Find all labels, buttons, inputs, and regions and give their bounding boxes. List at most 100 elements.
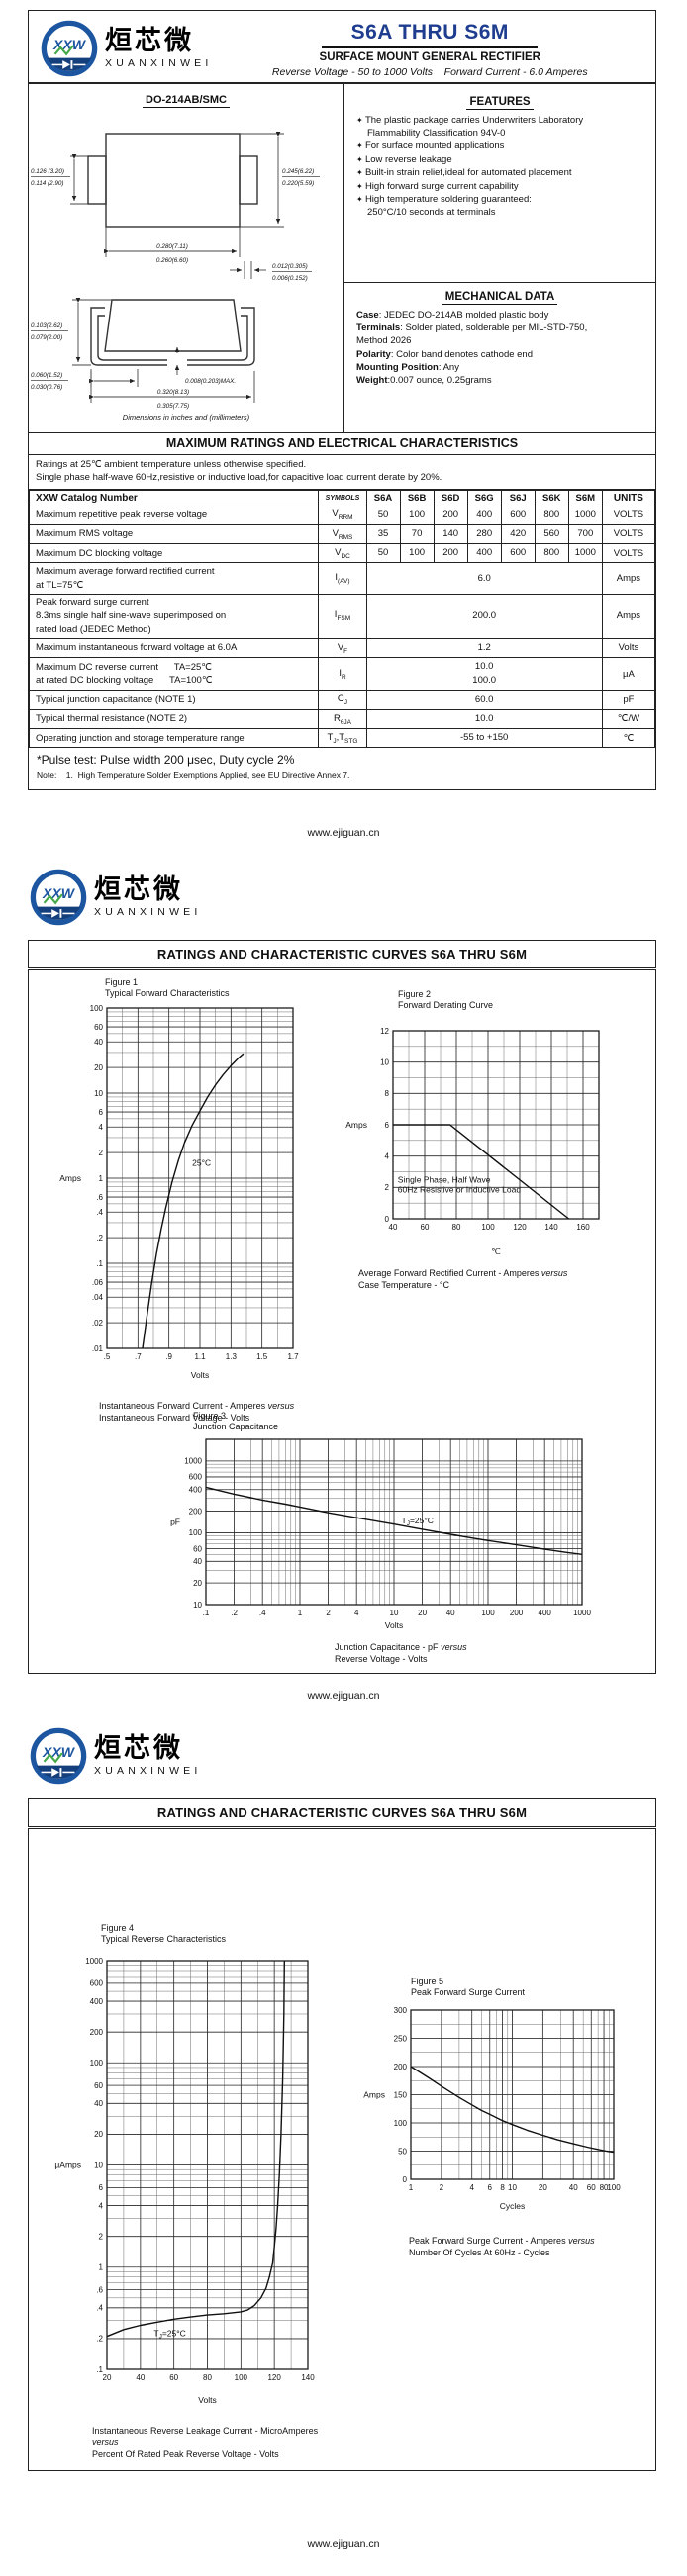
table-row: Maximum repetitive peak reverse voltage V… <box>28 505 656 525</box>
svg-text:0: 0 <box>403 2174 408 2183</box>
symbol-cell: VRRM <box>318 505 367 525</box>
svg-text:.04: .04 <box>92 1293 104 1302</box>
page-1: XXW 烜芯微 XUANXINWEI S6A THRU S6M SURFACE … <box>28 10 656 791</box>
svg-text:0.060(1.52): 0.060(1.52) <box>31 372 62 379</box>
units-header: UNITS <box>601 489 656 506</box>
svg-text:1.7: 1.7 <box>287 1352 299 1361</box>
curve-annotation: TJ=25°C <box>153 2328 185 2340</box>
package-drawing-section: DO-214AB/SMC <box>29 84 344 432</box>
part-number-header: S6K <box>534 489 569 506</box>
symbol-cell: TJ,TSTG <box>318 728 367 749</box>
value-cell: 200 <box>433 543 468 564</box>
svg-text:60: 60 <box>94 1022 103 1031</box>
ratings-section-heading: MAXIMUM RATINGS AND ELECTRICAL CHARACTER… <box>29 433 655 455</box>
svg-text:40: 40 <box>136 2373 145 2382</box>
svg-text:.01: .01 <box>92 1343 104 1352</box>
curve-line <box>142 1053 245 1348</box>
parameter-cell: Operating junction and storage temperatu… <box>28 728 320 749</box>
svg-text:10: 10 <box>94 2161 103 2169</box>
svg-text:2: 2 <box>99 2232 104 2241</box>
figure-2-chart: 40 60 80 100 120 140 160 0 2 4 6 8 10 12 Amps ℃ Single P… <box>345 1026 600 1256</box>
logo-text: 烜芯微 XUANXINWEI <box>94 876 202 919</box>
mechanical-data-item: Case: JEDEC DO-214AB molded plastic body <box>356 310 549 322</box>
svg-text:80: 80 <box>600 2183 609 2192</box>
svg-text:0.280(7.11): 0.280(7.11) <box>156 243 188 250</box>
svg-text:.4: .4 <box>96 1208 103 1217</box>
ratings-tagline: Reverse Voltage - 50 to 1000 Volts Forwa… <box>271 66 588 78</box>
plot-frame <box>410 2008 615 2180</box>
svg-text:0.103(2.62): 0.103(2.62) <box>31 322 62 329</box>
svg-text:400: 400 <box>539 1609 552 1617</box>
figure-1-title: Figure 1 Typical Forward Characteristics <box>105 977 230 998</box>
table-row: Typical junction capacitance (NOTE 1) CJ 6… <box>28 690 656 710</box>
svg-text:20: 20 <box>539 2183 547 2192</box>
dimensions-note: Dimensions in inches and (millimeters) <box>122 414 250 422</box>
catalog-number-header: XXW Catalog Number <box>28 489 320 506</box>
part-number-header: S6G <box>466 489 502 506</box>
svg-text:40: 40 <box>94 1038 103 1047</box>
mechanical-data-item: Polarity: Color band denotes cathode end <box>356 348 533 360</box>
svg-text:80: 80 <box>452 1223 461 1232</box>
svg-text:1000: 1000 <box>85 1956 103 1965</box>
logo-mark-icon: XXW <box>30 1727 87 1785</box>
value-cell: 600 <box>500 505 536 525</box>
svg-text:0.114 (2.90): 0.114 (2.90) <box>31 180 64 187</box>
value-cell: 1000 <box>567 543 603 564</box>
curve-line <box>205 1486 583 1555</box>
unit-cell: pF <box>601 690 656 710</box>
svg-text:200: 200 <box>189 1507 203 1516</box>
ratings-note-2: Single phase half-wave 60Hz,resistive or… <box>36 472 442 484</box>
y-axis-label: pF <box>170 1517 180 1526</box>
unit-cell: VOLTS <box>601 543 656 564</box>
dimension-labels-side: 0.103(2.62) 0.079(2.00) 0.060(1.52) 0.03… <box>31 322 236 410</box>
svg-text:.2: .2 <box>96 1234 103 1242</box>
footer-link[interactable]: www.ejiguan.cn <box>307 827 380 839</box>
logo-mark-icon: XXW <box>30 869 87 926</box>
parameter-cell: Maximum DC reverse current TA=25℃ at rat… <box>28 657 320 691</box>
svg-text:140: 140 <box>544 1223 558 1232</box>
ratings-conditions: Ratings at 25℃ ambient temperature unles… <box>29 455 655 490</box>
unit-cell: Amps <box>601 562 656 595</box>
svg-text:0.126 (3.20): 0.126 (3.20) <box>31 168 64 175</box>
package-and-features-section: DO-214AB/SMC <box>29 84 655 433</box>
figure-3-caption: Junction Capacitance - pF versus Reverse … <box>335 1641 467 1664</box>
table-row: Maximum DC reverse current TA=25℃ at rat… <box>28 657 656 691</box>
svg-text:100: 100 <box>481 1609 495 1617</box>
value-cell: 1.2 <box>365 637 603 659</box>
svg-text:300: 300 <box>394 2005 408 2014</box>
svg-text:8: 8 <box>500 2183 505 2192</box>
svg-text:0.245(6.22): 0.245(6.22) <box>282 168 314 175</box>
svg-text:4: 4 <box>99 1123 104 1132</box>
page3-figures-panel <box>28 1828 656 2471</box>
logo-english-name: XUANXINWEI <box>94 906 202 918</box>
page3-section-heading: RATINGS AND CHARACTERISTIC CURVES S6A TH… <box>28 1798 656 1827</box>
parameter-cell: Maximum repetitive peak reverse voltage <box>28 505 320 525</box>
table-row: Maximum RMS voltage VRMS 35 70 140 280 420 560 7… <box>28 523 656 545</box>
svg-text:.7: .7 <box>135 1352 142 1361</box>
svg-text:60: 60 <box>169 2373 178 2382</box>
svg-text:60: 60 <box>421 1223 430 1232</box>
figure-4-chart: 20 40 60 80 100 120 140 1000 600 400 200 100 60 40 20 1… <box>54 1956 315 2404</box>
value-cell: 50 <box>365 505 401 525</box>
curve-annotation: TJ=25°C <box>402 1516 434 1527</box>
svg-text:200: 200 <box>394 2062 408 2070</box>
svg-text:4: 4 <box>385 1151 390 1160</box>
svg-text:0.320(8.13): 0.320(8.13) <box>157 389 189 396</box>
svg-text:50: 50 <box>398 2147 407 2156</box>
table-row: Peak forward surge current 8.3ms single … <box>28 593 656 639</box>
value-cell: 10.0 <box>365 708 603 730</box>
svg-text:1.1: 1.1 <box>194 1352 206 1361</box>
mechanical-data-heading: MECHANICAL DATA <box>344 291 655 306</box>
table-row: Maximum instantaneous forward voltage at… <box>28 637 656 659</box>
parameter-cell: Maximum average forward rectified curren… <box>28 562 320 595</box>
company-logo: XXW 烜芯微 XUANXINWEI <box>30 869 202 926</box>
value-cell: 400 <box>466 543 502 564</box>
footer-link[interactable]: www.ejiguan.cn <box>307 2538 380 2550</box>
figure-1: Figure 1 Typical Forward Characteristics … <box>57 977 305 1424</box>
svg-text:600: 600 <box>90 1978 104 1987</box>
svg-text:4: 4 <box>354 1609 359 1617</box>
footer-link[interactable]: www.ejiguan.cn <box>307 1690 380 1702</box>
max-ratings-table: XXW Catalog Number SYMBOLS S6A S6B S6D S6G S6J… <box>28 489 656 749</box>
svg-text:.4: .4 <box>259 1609 266 1617</box>
feature-item: For surface mounted applications <box>356 140 649 153</box>
